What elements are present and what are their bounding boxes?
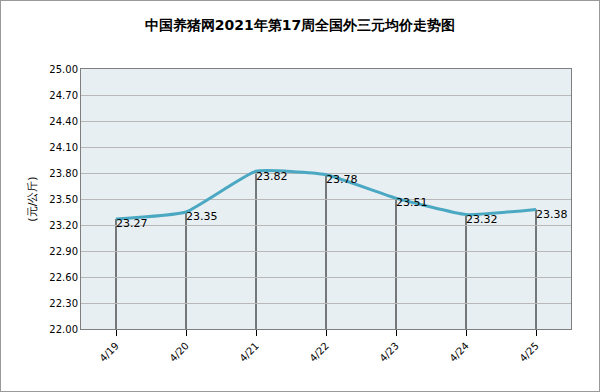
svg-text:23.51: 23.51 [396,196,428,209]
svg-text:23.38: 23.38 [536,208,568,221]
svg-text:24.10: 24.10 [49,142,78,153]
svg-text:23.80: 23.80 [49,168,78,179]
svg-text:23.27: 23.27 [116,217,148,230]
svg-text:23.32: 23.32 [466,213,498,226]
svg-text:中国养猪网2021年第17周全国外三元均价走势图: 中国养猪网2021年第17周全国外三元均价走势图 [145,17,455,33]
svg-text:22.00: 22.00 [49,324,78,335]
svg-text:4/21: 4/21 [237,340,261,364]
svg-text:22.60: 22.60 [49,272,78,283]
svg-text:4/24: 4/24 [447,340,471,364]
svg-text:23.20: 23.20 [49,220,78,231]
svg-text:4/25: 4/25 [517,340,541,364]
svg-text:24.70: 24.70 [49,90,78,101]
svg-text:23.82: 23.82 [256,170,288,183]
svg-text:(元/公斤): (元/公斤) [26,176,39,221]
svg-text:22.30: 22.30 [49,298,78,309]
svg-text:4/23: 4/23 [377,340,401,364]
svg-text:23.78: 23.78 [326,173,358,186]
svg-text:4/19: 4/19 [97,340,121,364]
svg-text:4/20: 4/20 [167,340,191,364]
svg-text:24.40: 24.40 [49,116,78,127]
svg-text:23.35: 23.35 [186,210,218,223]
svg-text:25.00: 25.00 [49,64,78,75]
svg-text:22.90: 22.90 [49,246,78,257]
svg-text:4/22: 4/22 [307,340,331,364]
svg-text:23.50: 23.50 [49,194,78,205]
